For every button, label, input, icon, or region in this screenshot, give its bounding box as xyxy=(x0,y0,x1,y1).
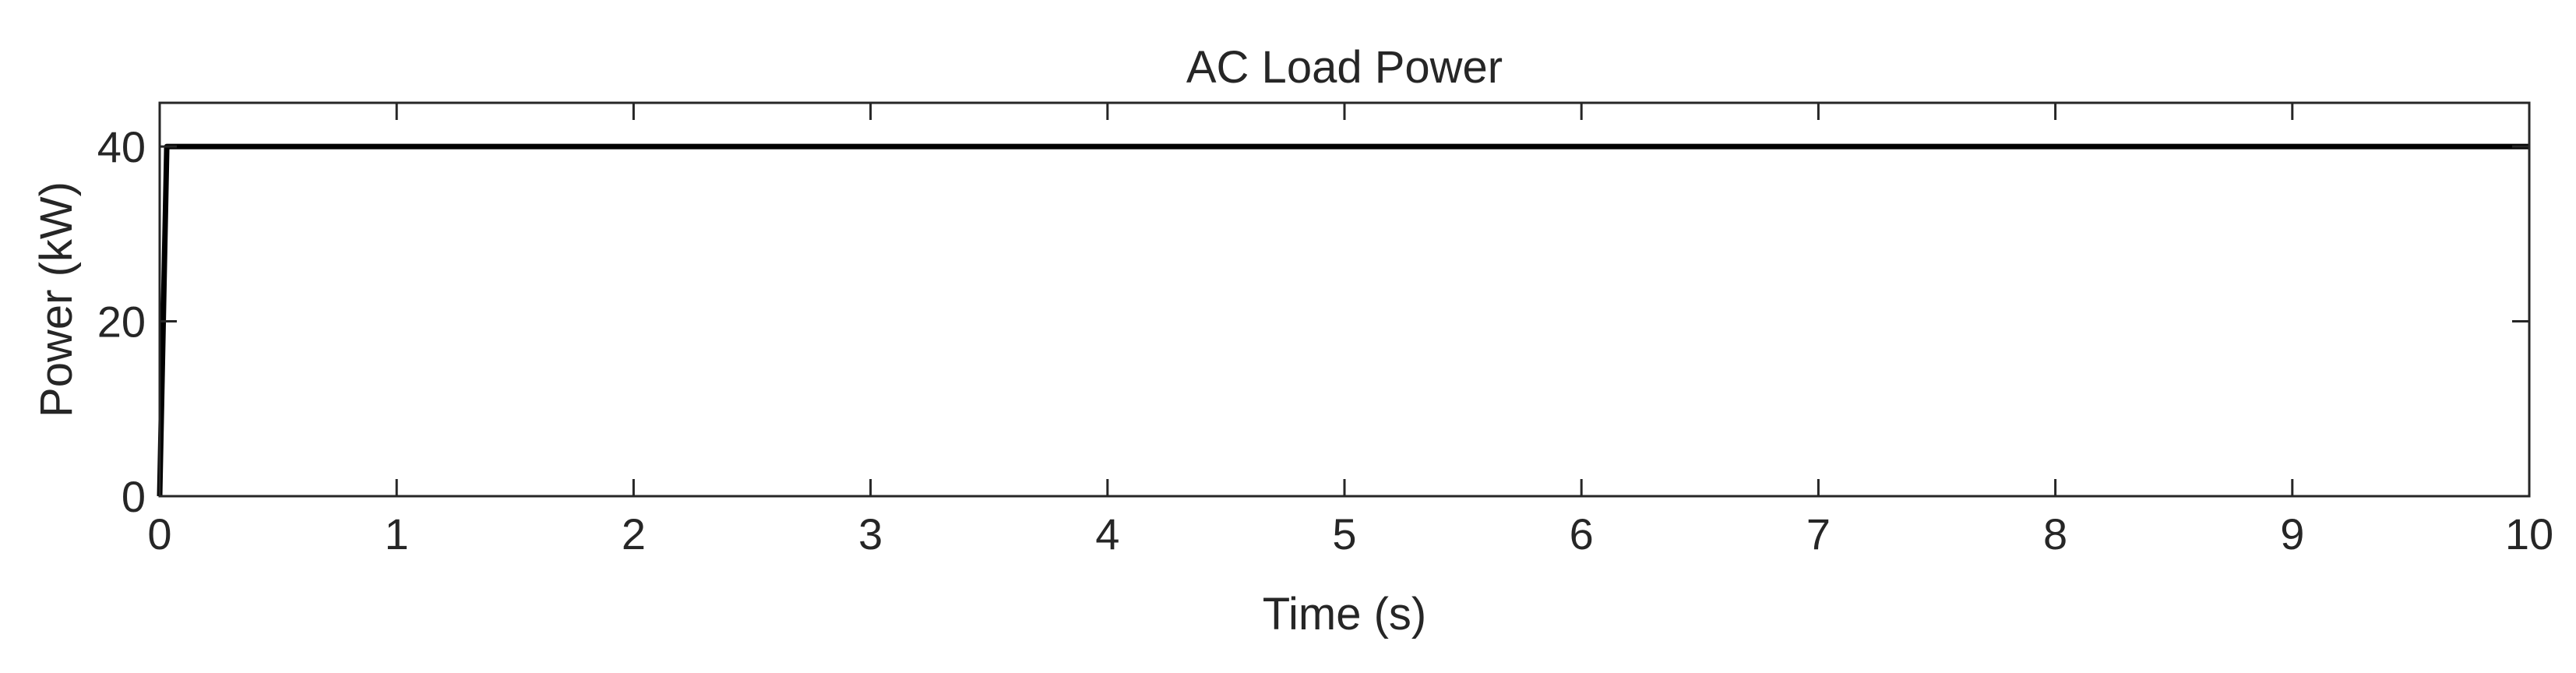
chart-title: AC Load Power xyxy=(1186,42,1503,93)
x-tick-label: 0 xyxy=(147,509,171,558)
tick-layer: 0 1 2 3 4 5 6 7 8 9 10 0 20 40 xyxy=(97,103,2553,558)
x-tick-label: 9 xyxy=(2280,509,2304,558)
x-tick-label: 10 xyxy=(2505,509,2553,558)
x-tick-label: 6 xyxy=(1570,509,1594,558)
y-tick-label: 20 xyxy=(97,298,146,347)
x-tick-label: 3 xyxy=(858,509,883,558)
x-axis-label: Time (s) xyxy=(1263,589,1426,640)
y-axis-label: Power (kW) xyxy=(31,181,82,418)
y-tick-label: 0 xyxy=(122,472,146,521)
x-tick-label: 4 xyxy=(1095,509,1119,558)
y-tick-label: 40 xyxy=(97,122,146,171)
x-tick-label: 1 xyxy=(385,509,409,558)
x-tick-label: 5 xyxy=(1332,509,1356,558)
x-tick-label: 7 xyxy=(1806,509,1831,558)
plot-area xyxy=(160,103,2529,496)
x-tick-label: 2 xyxy=(622,509,646,558)
x-tick-label: 8 xyxy=(2043,509,2067,558)
